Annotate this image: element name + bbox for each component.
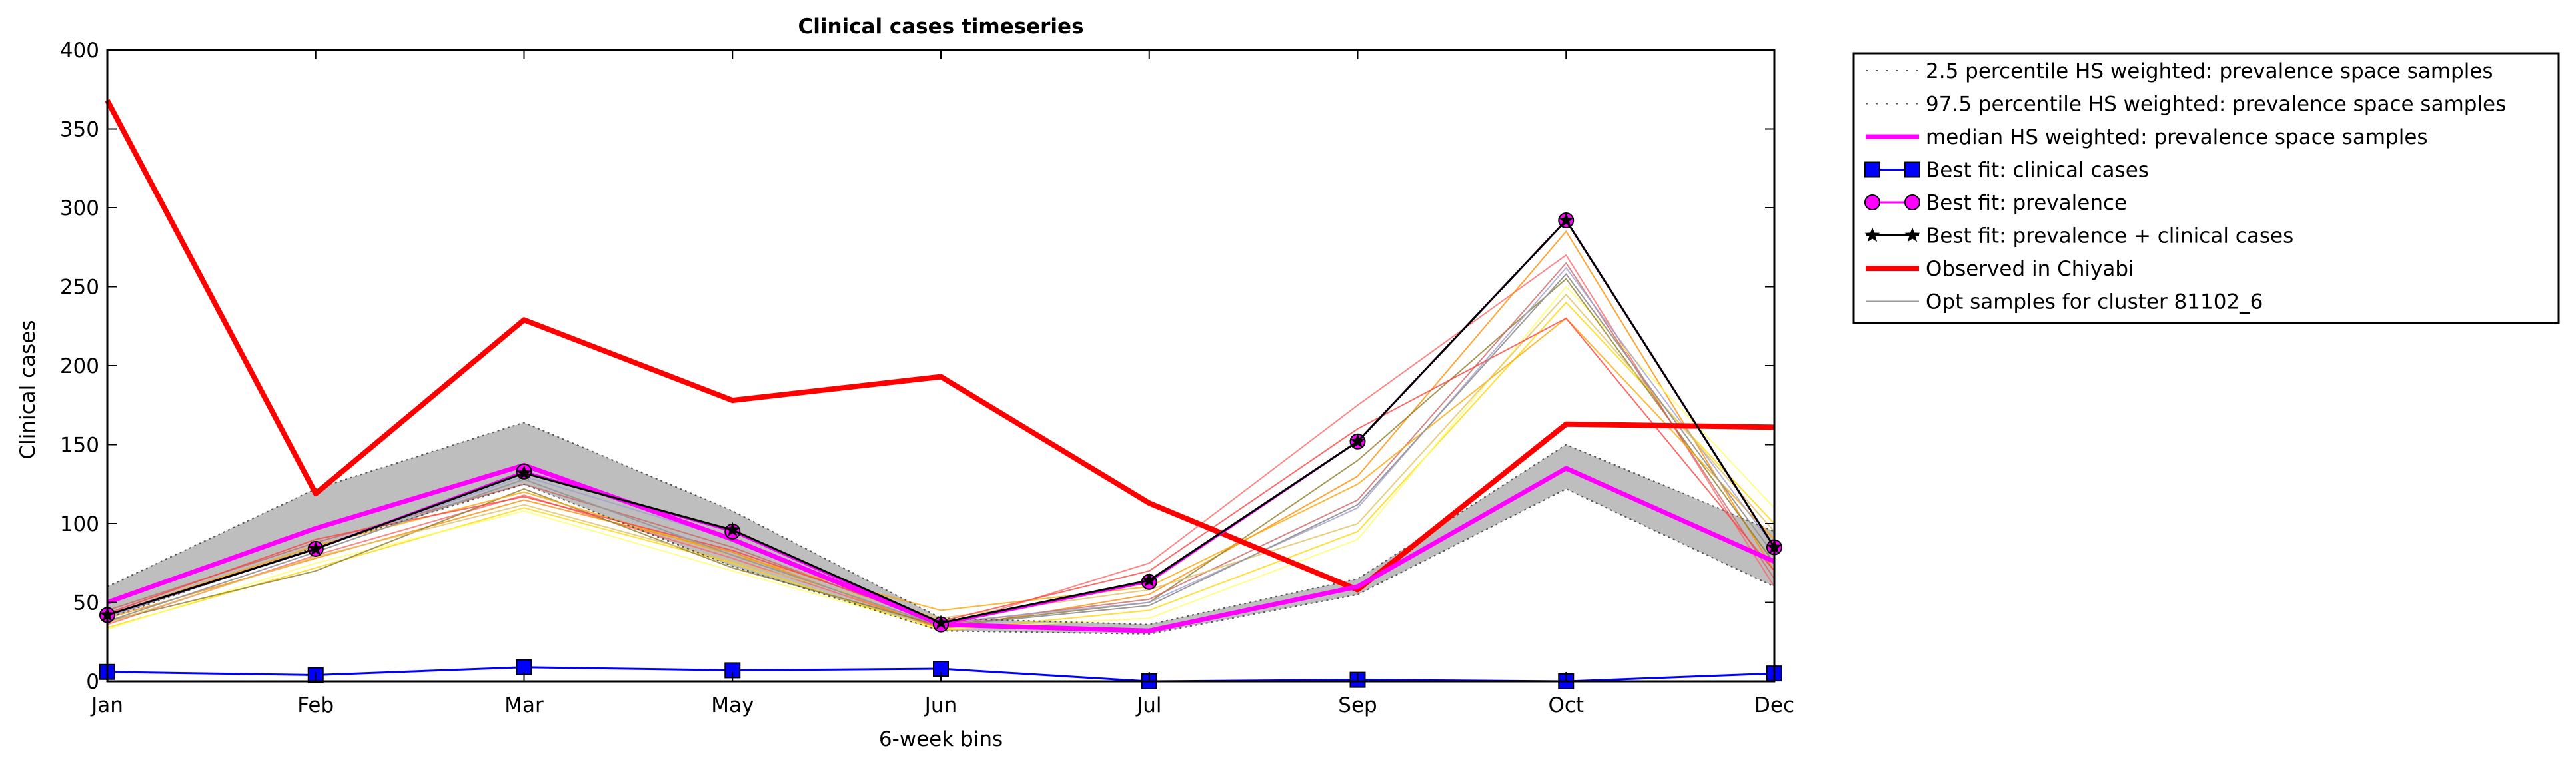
combined-point-7 (1558, 212, 1574, 227)
x-tick-label-0: Jan (90, 693, 123, 717)
combined-point-4 (933, 615, 949, 629)
x-tick-label-3: May (711, 693, 754, 717)
legend-label-3: Best fit: clinical cases (1926, 159, 2149, 183)
sample-line-5 (107, 262, 1775, 625)
y-tick-label-5: 250 (60, 276, 99, 300)
legend-label-0: 2.5 percentile HS weighted: prevalence s… (1926, 59, 2493, 83)
legend-marker-4-1 (1904, 194, 1920, 210)
y-tick-label-7: 350 (60, 118, 99, 142)
y-axis-label: Clinical cases (16, 320, 40, 459)
legend: 2.5 percentile HS weighted: prevalence s… (1852, 52, 2560, 324)
x-tick-label-5: Jul (1135, 693, 1161, 717)
legend-marker-5-0 (1864, 227, 1880, 242)
plot-frame (106, 49, 1776, 683)
sample-line-1 (107, 230, 1775, 630)
observed-line (105, 99, 1775, 593)
y-tick-label-1: 50 (73, 591, 99, 615)
legend-label-6: Observed in Chiyabi (1926, 257, 2134, 281)
combined-point-2 (516, 465, 532, 480)
y-tick-label-6: 300 (60, 196, 99, 220)
legend-marker-3-0 (1864, 161, 1880, 178)
sample-line-6 (107, 317, 1775, 616)
legend-label-4: Best fit: prevalence (1926, 191, 2127, 215)
sample-line-4 (107, 278, 1775, 627)
x-axis-label: 6-week bins (879, 727, 1003, 751)
opt-samples-line (107, 272, 1775, 627)
x-tick-label-4: Jun (924, 693, 957, 717)
legend-label-7: Opt samples for cluster 81102_6 (1926, 290, 2263, 314)
plot-area (99, 99, 1782, 689)
combined-point-3 (724, 522, 740, 537)
x-tick-label-7: Oct (1548, 693, 1584, 717)
x-tick-label-8: Dec (1754, 693, 1794, 717)
legend-marker-3-1 (1904, 161, 1920, 178)
x-tick-label-1: Feb (297, 693, 334, 717)
legend-label-5: Best fit: prevalence + clinical cases (1926, 224, 2293, 248)
combined-point-1 (308, 540, 324, 556)
x-tick-label-2: Mar (504, 693, 544, 717)
combined-point-6 (1350, 433, 1365, 448)
combined-point-5 (1141, 572, 1157, 587)
y-tick-label-0: 0 (86, 670, 99, 694)
y-tick-label-8: 400 (60, 39, 99, 63)
legend-marker-4-0 (1864, 194, 1880, 210)
chart-title: Clinical cases timeseries (798, 15, 1083, 39)
y-tick-label-4: 200 (60, 354, 99, 378)
legend-box (1852, 52, 2560, 324)
sample-line-9 (107, 317, 1775, 622)
legend-marker-5-1 (1904, 227, 1920, 242)
x-tick-label-6: Sep (1338, 693, 1377, 717)
axes: 0 50 100 150 200 250 300 350 400 Jan Feb Mar May Jun J… (60, 39, 1794, 717)
y-tick-label-2: 100 (60, 512, 99, 536)
legend-label-1: 97.5 percentile HS weighted: prevalence … (1926, 93, 2506, 117)
y-tick-label-3: 150 (60, 434, 99, 458)
legend-label-2: median HS weighted: prevalence space sam… (1926, 125, 2428, 149)
